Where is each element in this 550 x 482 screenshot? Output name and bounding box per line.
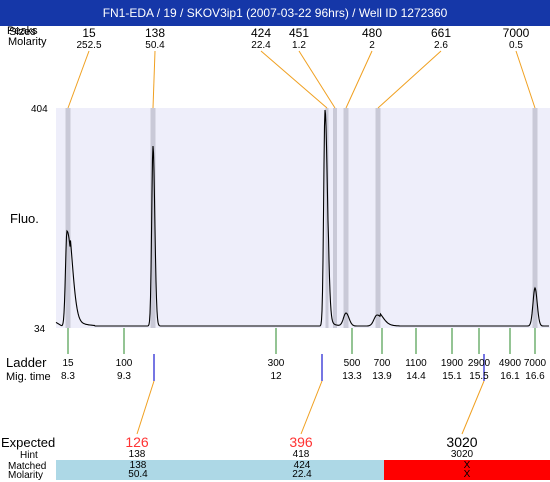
peak-band [333,108,337,328]
peak-band [150,108,156,328]
peak-band [532,108,538,328]
molarity-value: 50.4 [56,469,220,480]
expected-connector [136,380,155,435]
mig-time-label: Mig. time [6,371,51,383]
peak-connector [377,50,442,109]
peak-molarity: 252.5 [76,40,102,51]
ladder-mig-time: 15.1 [442,371,462,382]
ladder-mig-time: 12 [270,371,282,382]
peak-molarity: 22.4 [251,40,271,51]
peak-connectors [67,50,536,109]
peak-molarity: 0.5 [509,40,523,51]
peak-size: 424 [250,26,272,40]
peak-molarity: 50.4 [145,40,165,51]
ladder-size: 2900 [467,358,491,369]
expected-connectors [136,354,485,435]
peak-size: 451 [288,26,310,40]
molarity-row-label: Molarity [8,36,47,48]
peak-connector [260,50,328,109]
peak-connector [515,50,536,109]
hint-label: Hint [20,450,38,461]
fluorescence-trace [55,109,549,327]
peak-band [343,108,349,328]
peak-band [65,108,71,328]
y-min-label: 34 [34,324,46,335]
peak-band [325,108,329,328]
ladder-mig-time: 9.3 [117,371,131,382]
peak-size: 138 [144,26,166,40]
y-axis-label: Fluo. [10,211,39,226]
molarity-value: 22.4 [220,469,384,480]
peak-molarity: 2.6 [434,40,448,51]
molarity-value: X [384,469,550,480]
ladder-ticks [67,328,536,354]
expected-connector [300,380,323,435]
peak-connector [152,50,156,109]
ladder-mig-time: 16.6 [525,371,545,382]
matched-value: 424 [220,460,384,471]
expected-connector [461,380,485,435]
matched-value: X [384,460,550,471]
ladder-mig-time: 13.9 [372,371,392,382]
window-title: FN1-EDA / 19 / SKOV3ip1 (2007-03-22 96hr… [0,0,550,26]
ladder-size: 700 [373,358,391,369]
ladder-mig-time: 16.1 [500,371,520,382]
peak-size: 7000 [502,26,530,40]
ladder-mig-time: 15.5 [469,371,489,382]
peak-size: 480 [361,26,383,40]
ladder-size: 15 [62,358,74,369]
expected-size: 126 [125,434,149,450]
peak-molarity: 1.2 [292,40,306,51]
ladder-size: 7000 [523,358,547,369]
molarity-bottom-label: Molarity [8,470,44,481]
ladder-size: 100 [115,358,133,369]
hint-value: 3020 [450,449,474,460]
peak-connector [298,50,336,109]
peak-molarity: 2 [369,40,375,51]
matched-value: 138 [56,460,220,471]
ladder-size: 4900 [498,358,522,369]
expected-label: Expected [1,435,56,450]
matched-label: Matched [8,461,47,472]
peak-connector [345,50,373,109]
ladder-size: 1900 [440,358,464,369]
peak-band [375,108,381,328]
sizes-row-label: Sizes [9,26,36,38]
plot-area [56,108,550,328]
ladder-mig-time: 8.3 [61,371,75,382]
ladder-mig-time: 13.3 [342,371,362,382]
ladder-size: 1100 [405,358,427,369]
ladder-label: Ladder [6,355,47,370]
ladder-size: 300 [267,358,285,369]
y-max-label: 404 [31,104,48,115]
peak-connector [67,50,90,109]
ladder-mig-time: 14.4 [406,371,426,382]
peak-size: 15 [82,26,96,40]
peak-size: 661 [430,26,452,40]
ladder-size: 500 [343,358,361,369]
hint-value: 418 [292,449,310,460]
expected-size: 3020 [446,434,478,450]
peaks-row-label: Peaks [7,25,38,37]
hint-value: 138 [128,449,146,460]
peak-bands [65,108,538,328]
expected-size: 396 [289,434,313,450]
